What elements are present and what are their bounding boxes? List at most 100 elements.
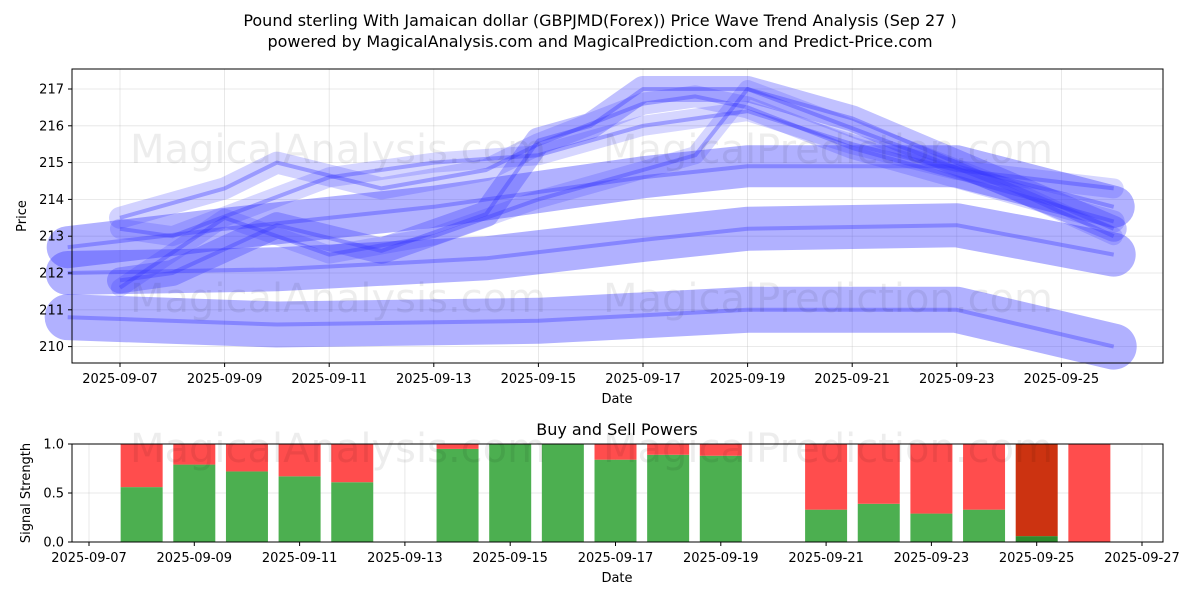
buy-power-bar <box>541 444 584 542</box>
sell-power-bar <box>857 444 900 504</box>
buy-power-bar <box>1015 536 1058 542</box>
buy-power-bar <box>857 503 900 542</box>
x-tick-label: 2025-09-09 <box>187 372 263 387</box>
x-tick-label: 2025-09-25 <box>999 551 1075 566</box>
buy-power-bar <box>120 487 163 542</box>
buy-power-bar <box>594 459 637 542</box>
buy-power-bar <box>489 444 532 542</box>
buy-power-bar <box>910 513 953 542</box>
y-tick-label: 215 <box>39 156 64 171</box>
y-tick-label: 0.5 <box>43 487 64 502</box>
sell-power-bar <box>225 444 268 472</box>
buy-sell-panel: Buy and Sell Powers MagicalAnalysis.com … <box>19 420 1180 586</box>
x-tick-label: 2025-09-23 <box>894 551 970 566</box>
x-tick-label: 2025-09-17 <box>578 551 654 566</box>
price-wave-core <box>119 94 1115 224</box>
sell-power-bar <box>120 444 163 488</box>
price-wave-core <box>118 87 1115 290</box>
chart-title-line2: powered by MagicalAnalysis.com and Magic… <box>267 32 932 51</box>
x-tick-label: 2025-09-11 <box>291 372 367 387</box>
buy-sell-title: Buy and Sell Powers <box>536 420 698 439</box>
price-watermarks: MagicalAnalysis.com MagicalPrediction.co… <box>130 127 1053 322</box>
sell-power-bar <box>436 444 479 449</box>
y-tick-label: 214 <box>39 193 64 208</box>
watermark-analysis: MagicalAnalysis.com <box>130 426 546 472</box>
x-tick-label: 2025-09-07 <box>51 551 127 566</box>
price-wave-panel: MagicalAnalysis.com MagicalPrediction.co… <box>15 68 1164 407</box>
buy-power-bar <box>278 476 321 542</box>
x-tick-label: 2025-09-21 <box>814 372 890 387</box>
x-tick-label: 2025-09-09 <box>157 551 233 566</box>
x-tick-label: 2025-09-13 <box>396 372 472 387</box>
watermark-prediction: MagicalPrediction.com <box>603 276 1053 322</box>
watermark-analysis: MagicalAnalysis.com <box>130 276 546 322</box>
x-tick-label: 2025-09-07 <box>82 372 158 387</box>
buy-power-bar <box>963 509 1006 542</box>
signal-axis-ticks: 0.0 0.5 1.0 2025-09-07 2025-09-09 2025-09-11 2… <box>43 438 1179 567</box>
buy-power-bar <box>225 471 268 542</box>
x-tick-label: 2025-09-11 <box>262 551 338 566</box>
x-tick-label: 2025-09-23 <box>919 372 995 387</box>
y-tick-label: 211 <box>39 303 64 318</box>
price-wave-core <box>67 164 1115 250</box>
price-wave-line <box>44 286 1137 370</box>
sell-power-bar <box>1015 444 1058 537</box>
sell-power-bar <box>278 444 321 477</box>
price-y-axis-label: Price <box>15 200 30 232</box>
y-tick-label: 210 <box>39 340 64 355</box>
price-wave-line <box>46 145 1135 269</box>
y-tick-label: 212 <box>39 267 64 282</box>
chart-title-line1: Pound sterling With Jamaican dollar (GBP… <box>243 11 956 30</box>
x-tick-label: 2025-09-13 <box>367 551 443 566</box>
sell-power-bar <box>963 444 1006 510</box>
signal-x-axis-label: Date <box>601 571 632 586</box>
buy-power-bar <box>699 455 742 542</box>
price-wave-line <box>110 101 1124 247</box>
sell-power-bar <box>594 444 637 460</box>
signal-watermarks: MagicalAnalysis.com MagicalPrediction.co… <box>130 426 1053 472</box>
y-tick-label: 0.0 <box>43 536 64 551</box>
watermark-prediction: MagicalPrediction.com <box>603 127 1053 173</box>
price-wave-core <box>119 87 1115 283</box>
price-wave-core <box>67 307 1115 349</box>
watermark-analysis: MagicalAnalysis.com <box>130 127 546 173</box>
x-tick-label: 2025-09-15 <box>501 372 577 387</box>
price-wave-line <box>111 80 1123 297</box>
signal-y-axis-label: Signal Strength <box>19 443 34 543</box>
price-plot-frame <box>71 68 1164 364</box>
x-tick-label: 2025-09-27 <box>1104 551 1180 566</box>
x-tick-label: 2025-09-15 <box>472 551 548 566</box>
y-tick-label: 1.0 <box>43 438 64 453</box>
price-wave-series <box>44 76 1137 370</box>
price-wave-line <box>107 76 1127 294</box>
price-wave-core <box>119 109 1114 239</box>
buy-power-bar <box>436 448 479 542</box>
sell-power-bar <box>910 444 953 514</box>
sell-power-bar <box>331 444 374 483</box>
y-tick-label: 217 <box>39 83 64 98</box>
x-tick-label: 2025-09-19 <box>710 372 786 387</box>
sell-power-bar <box>805 444 848 510</box>
buy-power-bar <box>331 482 374 542</box>
y-tick-label: 213 <box>39 230 64 245</box>
price-wave-line <box>109 85 1125 233</box>
buy-power-bar <box>173 464 216 542</box>
sell-power-bar <box>1068 444 1111 542</box>
price-x-axis-label: Date <box>601 392 632 407</box>
y-tick-label: 216 <box>39 119 64 134</box>
signal-bars <box>120 444 1111 542</box>
sell-power-bar <box>173 444 216 465</box>
buy-power-bar <box>647 454 690 542</box>
buy-power-bar <box>805 509 848 542</box>
x-tick-label: 2025-09-21 <box>788 551 864 566</box>
price-wave-line <box>45 203 1136 295</box>
x-tick-label: 2025-09-25 <box>1024 372 1100 387</box>
price-grid <box>72 69 1163 363</box>
x-tick-label: 2025-09-19 <box>683 551 759 566</box>
x-tick-label: 2025-09-17 <box>605 372 681 387</box>
price-wave-core <box>67 223 1115 275</box>
price-axis-ticks: 210 211 212 213 214 215 216 217 2025-09-07 2025-0… <box>39 83 1099 388</box>
watermark-prediction: MagicalPrediction.com <box>603 426 1053 472</box>
sell-power-bar <box>699 444 742 456</box>
